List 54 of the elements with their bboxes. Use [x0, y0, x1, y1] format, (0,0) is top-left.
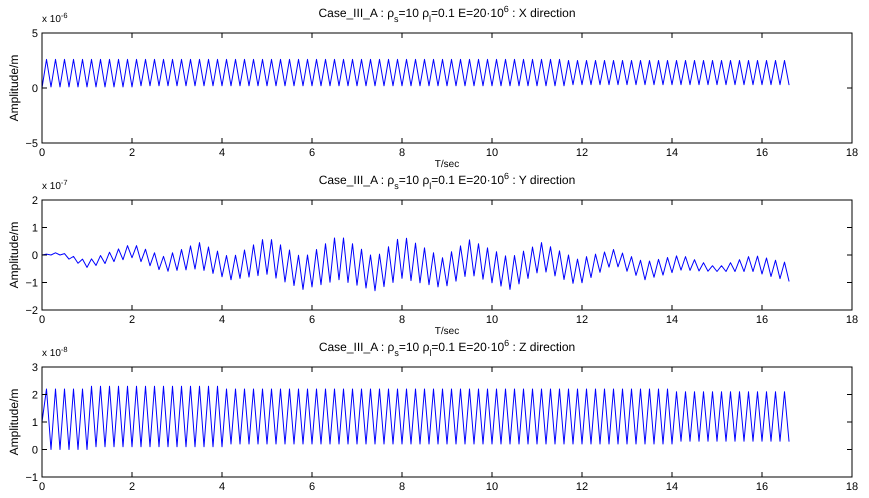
x-tick-label: 16 — [756, 147, 768, 159]
x-tick-label: 8 — [398, 481, 406, 493]
x-tick-label: 14 — [666, 481, 678, 493]
x-tick-label: 10 — [486, 481, 498, 493]
text: x 10$^{-8}$ — [42, 344, 68, 359]
y-tick-label: 1 — [32, 416, 38, 429]
x-tick-label: 18 — [846, 481, 858, 493]
x-axis-title: T/sec — [434, 159, 460, 170]
line-series — [42, 58, 790, 88]
y-tick-label: 0 — [32, 250, 38, 262]
x-tick-label: 18 — [846, 314, 858, 326]
y-tick-label: −1 — [25, 277, 38, 290]
x-tick-label: 8 — [398, 314, 406, 326]
text: x 10$^{-6}$ — [42, 10, 68, 25]
y-tick-label: −2 — [25, 304, 38, 317]
x-axis-title: T/sec — [434, 326, 460, 337]
y-axis-title: Amplitude/m — [7, 388, 21, 456]
y-tick-label: 1 — [32, 222, 38, 234]
line-series — [42, 386, 790, 450]
y-axis-title: Amplitude/m — [7, 54, 21, 122]
x-tick-label: 12 — [576, 481, 588, 493]
y-tick-label: −5 — [25, 138, 38, 150]
x-tick-label: 4 — [218, 147, 226, 159]
y-tick-label: 2 — [32, 389, 38, 402]
x-tick-label: 12 — [576, 147, 588, 159]
x-tick-label: 4 — [218, 481, 226, 493]
text: x 10$^{-7}$ — [42, 178, 68, 192]
x-tick-label: 2 — [128, 481, 136, 493]
x-tick-label: 2 — [128, 314, 136, 326]
y-tick-label: 3 — [32, 362, 38, 374]
x-tick-label: 14 — [666, 147, 678, 159]
y-tick-label: 0 — [32, 82, 38, 95]
x-tick-label: 6 — [308, 481, 316, 493]
x-tick-label: 6 — [308, 314, 316, 326]
y-tick-label: 2 — [32, 194, 38, 207]
line-series — [42, 237, 790, 292]
x-tick-label: 6 — [308, 147, 316, 159]
chart-title: Case_III_A : ρ$_{s}$=10 ρ$_{l}$=0.1 E=20·10$^{6}$ : Y direction — [318, 171, 576, 191]
x-tick-label: 12 — [576, 314, 588, 326]
x-tick-label: 14 — [666, 314, 678, 326]
y-tick-label: −1 — [25, 472, 38, 484]
chart-title: Case_III_A : ρ$_{s}$=10 ρ$_{l}$=0.1 E=20·10$^{6}$ : X direction — [318, 4, 576, 24]
x-tick-label: 10 — [486, 147, 498, 159]
y-tick-label: 5 — [32, 28, 38, 40]
chart-title: Case_III_A : ρ$_{s}$=10 ρ$_{l}$=0.1 E=20·10$^{6}$ : Z direction — [318, 338, 576, 358]
x-tick-label: 8 — [398, 147, 406, 159]
y-axis-title: Amplitude/m — [7, 222, 21, 288]
x-tick-label: 4 — [218, 314, 226, 326]
x-tick-label: 18 — [846, 147, 858, 159]
x-tick-label: 16 — [756, 481, 768, 493]
x-tick-label: 10 — [486, 314, 498, 326]
x-tick-label: 2 — [128, 147, 136, 159]
x-tick-label: 16 — [756, 314, 768, 326]
y-tick-label: 0 — [32, 444, 38, 456]
